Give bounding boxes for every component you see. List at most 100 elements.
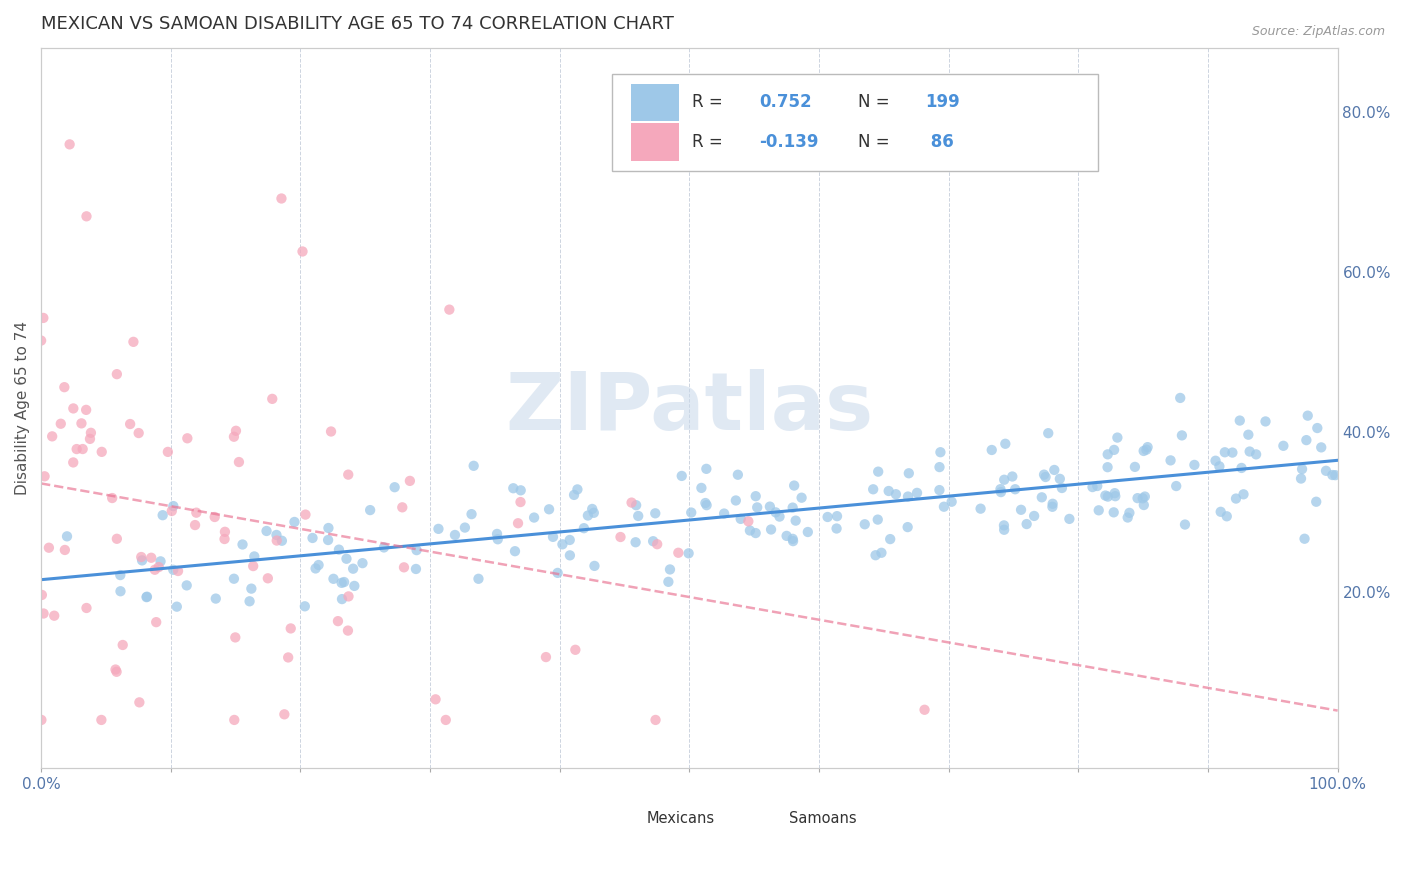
Point <box>1097 490 1119 504</box>
Point <box>877 483 900 498</box>
Point <box>1182 458 1205 472</box>
Point <box>270 192 292 206</box>
Point <box>1322 468 1344 483</box>
Point <box>283 515 305 529</box>
Point <box>149 554 172 568</box>
Point <box>1116 510 1139 524</box>
Point <box>744 526 766 541</box>
Point <box>49 417 72 431</box>
Point <box>696 498 718 512</box>
Point <box>359 503 381 517</box>
Point <box>1222 445 1244 459</box>
Point <box>214 532 236 546</box>
Point <box>262 392 284 406</box>
Text: Source: ZipAtlas.com: Source: ZipAtlas.com <box>1251 25 1385 38</box>
Point <box>343 579 366 593</box>
Point <box>782 534 804 549</box>
Point <box>1123 459 1146 474</box>
Text: ZIPatlas: ZIPatlas <box>505 369 873 447</box>
Point <box>583 558 606 573</box>
Point <box>897 467 920 481</box>
Point <box>162 499 184 513</box>
Point <box>486 527 509 541</box>
Point <box>110 584 132 599</box>
Point <box>1031 491 1053 505</box>
Point <box>222 572 245 586</box>
Point <box>994 437 1017 451</box>
Y-axis label: Disability Age 65 to 74: Disability Age 65 to 74 <box>15 321 30 495</box>
Point <box>136 590 159 604</box>
Point <box>1133 498 1156 512</box>
Point <box>280 622 302 636</box>
Text: 199: 199 <box>925 94 960 112</box>
Point <box>825 509 848 524</box>
Point <box>572 521 595 535</box>
Point <box>727 467 749 482</box>
Point <box>1225 491 1247 506</box>
Point <box>929 445 952 459</box>
Point <box>775 529 797 543</box>
Point <box>75 403 97 417</box>
FancyBboxPatch shape <box>612 74 1098 170</box>
Point <box>1289 472 1312 486</box>
Point <box>1126 491 1149 505</box>
Point <box>66 442 89 456</box>
Point <box>1038 426 1060 441</box>
Point <box>486 533 509 547</box>
Point <box>534 650 557 665</box>
Point <box>243 549 266 564</box>
Point <box>1118 506 1140 520</box>
Point <box>162 563 184 577</box>
Point <box>1237 427 1260 442</box>
Point <box>301 531 323 545</box>
Point <box>765 505 787 519</box>
Text: 86: 86 <box>925 133 955 151</box>
Point <box>1305 494 1327 508</box>
Point <box>1033 467 1056 482</box>
Point <box>427 522 450 536</box>
Point <box>392 560 415 574</box>
Point <box>582 506 605 520</box>
Point <box>434 713 457 727</box>
Point <box>782 532 804 546</box>
Point <box>1229 413 1251 427</box>
Point <box>581 502 603 516</box>
Point <box>176 431 198 445</box>
Point <box>1132 444 1154 458</box>
Point <box>1132 491 1154 506</box>
Point <box>738 524 761 538</box>
Point <box>1004 482 1026 496</box>
Point <box>62 401 84 416</box>
Point <box>737 514 759 528</box>
Point <box>1295 433 1317 447</box>
Point <box>105 532 128 546</box>
Point <box>509 495 531 509</box>
Point <box>79 432 101 446</box>
Point <box>148 560 170 574</box>
Point <box>681 506 703 520</box>
Point <box>425 692 447 706</box>
Point <box>759 523 782 537</box>
Point <box>1085 479 1108 493</box>
Point <box>76 210 98 224</box>
Point <box>373 541 395 555</box>
Point <box>277 650 299 665</box>
Point <box>240 582 263 596</box>
Point <box>304 561 326 575</box>
Point <box>176 578 198 592</box>
Point <box>128 695 150 709</box>
Point <box>1081 480 1104 494</box>
Point <box>101 491 124 505</box>
Point <box>1102 505 1125 519</box>
Point <box>790 491 813 505</box>
Point <box>110 568 132 582</box>
Point <box>80 425 103 440</box>
Point <box>30 334 52 348</box>
Point <box>643 534 665 549</box>
Point <box>294 508 316 522</box>
Point <box>538 502 561 516</box>
Point <box>502 481 524 495</box>
Point <box>1160 453 1182 467</box>
Point <box>783 478 806 492</box>
Point <box>224 631 246 645</box>
